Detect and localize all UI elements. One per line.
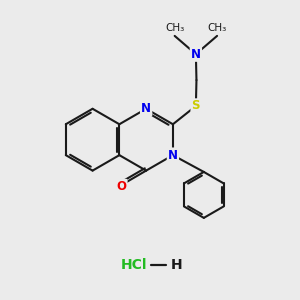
- Text: CH₃: CH₃: [165, 23, 184, 33]
- Text: CH₃: CH₃: [207, 23, 227, 33]
- Text: S: S: [192, 100, 200, 112]
- Text: HCl: HCl: [121, 258, 147, 272]
- Text: N: N: [168, 149, 178, 162]
- Text: N: N: [191, 48, 201, 61]
- Text: O: O: [116, 180, 126, 193]
- Text: N: N: [141, 102, 151, 115]
- Text: H: H: [171, 258, 182, 272]
